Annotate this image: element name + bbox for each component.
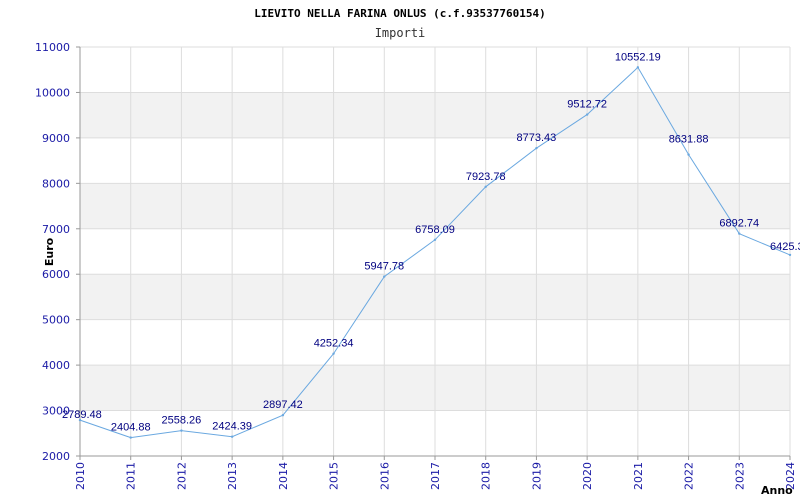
- data-point: [78, 418, 82, 422]
- data-label: 6892.74: [719, 218, 759, 230]
- data-point: [230, 435, 234, 438]
- data-point: [535, 146, 538, 150]
- data-label: 10552.19: [615, 51, 661, 63]
- x-tick-label: 2017: [429, 462, 442, 490]
- x-tick-label: 2024: [784, 462, 797, 490]
- data-point: [281, 414, 285, 417]
- y-axis-label: Euro: [43, 237, 56, 266]
- data-label: 2558.26: [162, 415, 202, 427]
- series-group: [78, 66, 792, 439]
- chart-title: LIEVITO NELLA FARINA ONLUS (c.f.93537760…: [254, 7, 545, 20]
- data-label: 2424.39: [212, 421, 252, 433]
- x-tick-label: 2019: [530, 462, 543, 490]
- data-label: 9512.72: [567, 99, 607, 111]
- data-labels: 2789.48 2404.88 2558.26 2424.39 2897.42 4252.…: [62, 51, 800, 433]
- x-tick-label: 2023: [733, 462, 746, 490]
- data-point: [788, 253, 792, 257]
- data-label: 2789.48: [62, 409, 102, 421]
- y-tick-label: 3000: [42, 405, 70, 418]
- x-tick-label: 2021: [632, 462, 645, 490]
- y-tick-label: 2000: [42, 450, 70, 463]
- x-tick-label: 2011: [125, 462, 138, 490]
- y-tick-label: 5000: [42, 314, 70, 327]
- y-tick-label: 4000: [42, 359, 70, 372]
- y-axis-ticks: 2000 3000 4000 5000 6000 7000 8000 9000 10000 110…: [35, 41, 70, 463]
- data-point: [180, 429, 183, 432]
- data-point: [332, 352, 335, 355]
- x-tick-label: 2012: [175, 462, 188, 490]
- data-label: 2404.88: [111, 422, 151, 434]
- y-tick-label: 10000: [35, 86, 70, 99]
- x-tick-label: 2018: [480, 462, 493, 490]
- x-tick-label: 2015: [328, 462, 341, 490]
- x-tick-label: 2022: [683, 462, 696, 490]
- y-tick-label: 9000: [42, 132, 70, 145]
- data-label: 6425.3: [770, 241, 800, 253]
- data-label: 7923.78: [466, 171, 506, 183]
- data-point: [484, 185, 487, 188]
- x-axis-ticks: 2010 2011 2012 2013 2014 2015 2016 2017 2018 2019…: [74, 462, 797, 490]
- chart-subtitle: Importi: [375, 26, 426, 40]
- data-label: 2897.42: [263, 399, 303, 411]
- y-tick-label: 11000: [35, 41, 70, 54]
- data-point: [129, 436, 132, 439]
- data-label: 5947.78: [364, 261, 404, 273]
- x-tick-label: 2013: [226, 462, 239, 490]
- data-point: [433, 238, 437, 241]
- x-tick-label: 2010: [74, 462, 87, 490]
- data-label: 4252.34: [314, 338, 354, 350]
- data-point: [687, 153, 690, 156]
- axes: [76, 46, 791, 460]
- x-axis-label: Anno: [761, 484, 793, 497]
- y-tick-label: 7000: [42, 223, 70, 236]
- x-tick-label: 2020: [581, 462, 594, 490]
- data-label: 8631.88: [669, 134, 709, 146]
- y-tick-label: 8000: [42, 177, 70, 190]
- y-tick-label: 6000: [42, 268, 70, 281]
- data-point: [738, 232, 741, 235]
- data-label: 6758.09: [415, 224, 455, 236]
- x-tick-label: 2014: [277, 462, 290, 490]
- data-point: [383, 275, 386, 278]
- x-tick-label: 2016: [378, 462, 391, 490]
- data-label: 8773.43: [517, 132, 557, 144]
- data-point: [636, 66, 640, 69]
- data-point: [585, 113, 589, 116]
